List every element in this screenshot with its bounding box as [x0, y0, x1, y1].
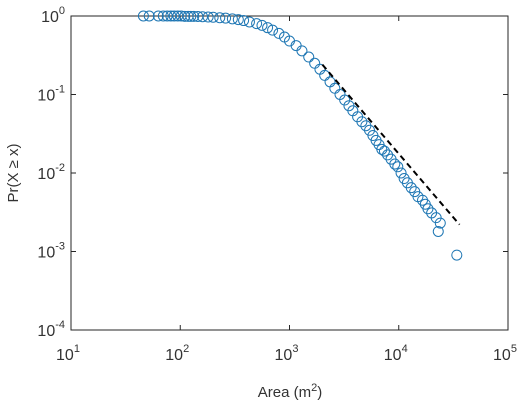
data-point	[188, 10, 200, 22]
data-point	[395, 167, 407, 179]
data-point	[430, 212, 442, 224]
y-tick-exponent: -3	[55, 241, 65, 253]
data-point	[207, 11, 219, 23]
y-tick-base: 10	[37, 245, 55, 262]
y-tick-base: 10	[37, 166, 55, 183]
x-tick-label: 101	[56, 343, 80, 364]
data-point	[303, 51, 315, 63]
y-tick-exponent: -1	[55, 84, 65, 96]
data-point	[152, 10, 164, 22]
data-point	[202, 11, 214, 23]
scatter-points	[137, 10, 463, 261]
data-point	[451, 249, 463, 261]
data-point	[251, 18, 263, 30]
y-tick-base: 10	[37, 88, 55, 105]
data-point	[256, 19, 268, 31]
x-tick-exponent: 1	[74, 343, 80, 355]
data-point	[214, 12, 226, 24]
y-tick-label: 10-3	[37, 241, 65, 262]
data-point	[168, 10, 180, 22]
data-point	[434, 217, 446, 229]
y-tick-base: 10	[41, 9, 59, 26]
data-point	[389, 158, 401, 170]
x-tick-exponent: 4	[402, 343, 408, 355]
data-point	[267, 24, 279, 36]
data-point	[226, 13, 238, 25]
y-tick-exponent: -4	[55, 319, 65, 331]
x-axis: 101 102 103 104 105	[56, 16, 517, 364]
y-tick-label: 10-4	[37, 319, 65, 340]
data-point	[309, 57, 321, 69]
x-tick-exponent: 5	[511, 343, 517, 355]
y-tick-exponent: 0	[59, 5, 65, 17]
data-point	[262, 22, 274, 34]
data-point	[220, 12, 232, 24]
y-axis-label: Pr(X ≥ x)	[5, 143, 22, 202]
x-tick-base: 10	[493, 347, 511, 364]
data-point	[290, 40, 302, 52]
data-point	[376, 143, 388, 155]
y-tick-exponent: -2	[55, 162, 65, 174]
data-point	[378, 145, 390, 157]
fit-line	[321, 64, 461, 226]
y-tick-base: 10	[37, 323, 55, 340]
data-point	[319, 69, 331, 81]
data-point	[405, 182, 417, 194]
plot-frame	[70, 15, 509, 331]
y-tick-label: 100	[41, 5, 65, 26]
data-point	[432, 225, 444, 237]
y-tick-label: 10-2	[37, 162, 65, 183]
y-tick-label: 10-1	[37, 84, 65, 105]
data-point	[179, 10, 191, 22]
data-point	[143, 10, 155, 22]
data-point	[197, 11, 209, 23]
data-point	[232, 14, 244, 26]
x-tick-base: 10	[56, 347, 74, 364]
x-tick-label: 104	[384, 343, 408, 364]
data-point	[243, 16, 255, 28]
x-tick-exponent: 2	[183, 343, 189, 355]
data-point	[296, 45, 308, 57]
x-tick-exponent: 3	[292, 343, 298, 355]
data-point	[157, 10, 169, 22]
x-tick-base: 10	[275, 347, 293, 364]
x-tick-base: 10	[165, 347, 183, 364]
data-point	[273, 27, 285, 39]
x-tick-label: 105	[493, 343, 517, 364]
x-tick-label: 103	[275, 343, 299, 364]
data-point	[161, 10, 173, 22]
x-tick-base: 10	[384, 347, 402, 364]
data-point	[422, 203, 434, 215]
data-point	[339, 94, 351, 106]
data-point	[137, 10, 149, 22]
data-point	[238, 15, 250, 27]
x-tick-label: 102	[165, 343, 189, 364]
fit-line-layer	[321, 64, 461, 226]
data-point	[356, 116, 368, 128]
data-point	[185, 10, 197, 22]
x-axis-label: Area (m2)	[258, 382, 322, 401]
data-point	[324, 76, 336, 88]
data-point	[392, 161, 404, 173]
plot-area	[70, 15, 509, 331]
